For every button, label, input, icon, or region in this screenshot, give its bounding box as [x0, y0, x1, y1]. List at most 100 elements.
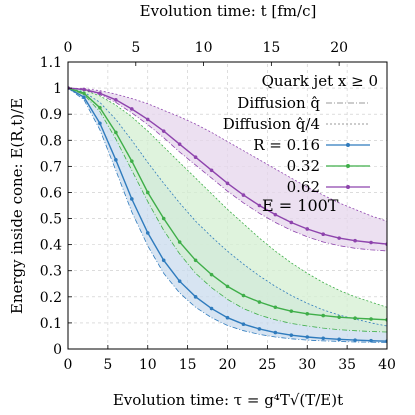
- series-point-r-0-10: [225, 315, 230, 320]
- legend-series-label-0: R = 0.16: [253, 136, 320, 154]
- y-tick-label-8: 0.8: [40, 133, 62, 149]
- y-tick-label-1: 0.1: [40, 316, 62, 332]
- diffusion-q-line-r-1: [68, 87, 387, 333]
- x-tick-label-5: 25: [258, 357, 276, 373]
- uncertainty-bands: [68, 88, 387, 343]
- series-point-r-2-8: [193, 155, 198, 160]
- series-point-r-1-2: [98, 105, 102, 110]
- x-axis-label: Evolution time: τ = g⁴T√(T/E)t: [113, 391, 343, 409]
- x-tick-label-4: 20: [219, 357, 237, 373]
- series-point-r-2-2: [98, 91, 102, 96]
- top-tick-label-2: 10: [195, 40, 213, 56]
- x-tick-label-3: 15: [179, 357, 197, 373]
- energy-annotation: E = 100T: [262, 196, 339, 215]
- y-tick-label-9: 0.9: [40, 107, 62, 123]
- series-curves: [68, 86, 387, 343]
- series-point-r-2-11: [241, 193, 246, 197]
- series-point-r-2-15: [305, 227, 310, 231]
- series-point-r-1-6: [161, 216, 166, 221]
- series-point-r-1-14: [289, 309, 294, 313]
- y-tick-label-11: 1.1: [40, 55, 62, 71]
- diffusion-q4-line-r-2: [68, 87, 387, 222]
- series-point-r-0-4: [130, 197, 134, 201]
- series-point-r-2-4: [130, 107, 134, 111]
- series-point-r-1-9: [209, 272, 214, 277]
- series-point-r-1-15: [305, 311, 310, 316]
- series-point-r-0-6: [161, 258, 166, 263]
- diffusion-q-line-r-0: [68, 87, 387, 343]
- y-tick-label-5: 0.5: [40, 212, 62, 228]
- series-point-r-0-14: [289, 333, 294, 337]
- x-tick-label-6: 30: [298, 357, 316, 373]
- x-tick-label-8: 40: [378, 357, 396, 373]
- series-point-r-2-13: [273, 212, 278, 217]
- y-tick-label-3: 0.3: [40, 264, 62, 280]
- y-tick-label-7: 0.7: [40, 159, 62, 175]
- y-tick-label-2: 0.2: [40, 290, 62, 306]
- legend-title: Quark jet x ≥ 0: [262, 72, 378, 90]
- series-point-r-1-13: [273, 305, 278, 310]
- series-point-r-1-3: [114, 130, 118, 135]
- y-axis-ticks: 0 0.1 0.2 0.3 0.4 0.5 0.6 0.7 0.8 0.9 1 1.1: [40, 55, 72, 358]
- legend-series-marker-0: [346, 143, 350, 147]
- series-point-r-1-8: [193, 258, 198, 263]
- series-point-r-1-12: [257, 300, 262, 304]
- legend-series-label-2: 0.62: [287, 178, 320, 196]
- top-axis-label: Evolution time: t [fm/c]: [140, 2, 317, 20]
- legend-series-marker-1: [346, 164, 350, 168]
- series-point-r-0-2: [98, 121, 102, 126]
- series-point-r-2-16: [321, 232, 326, 236]
- series-point-r-2-18: [353, 238, 357, 243]
- series-point-r-1-5: [145, 190, 150, 195]
- series-point-r-0-19: [369, 338, 373, 343]
- series-point-r-1-4: [130, 159, 134, 163]
- y-tick-label-4: 0.4: [40, 238, 62, 254]
- series-point-r-1-10: [225, 284, 230, 289]
- band-r-2: [68, 88, 387, 251]
- top-tick-label-3: 15: [262, 40, 280, 56]
- series-point-r-0-17: [337, 337, 341, 342]
- series-point-r-0-8: [193, 295, 198, 299]
- diffusion-q-line-r-2: [68, 87, 387, 252]
- series-point-r-2-9: [209, 168, 214, 173]
- x-axis-ticks: 0 5 10 15 20 25 30 35 40: [64, 345, 396, 373]
- x-tick-label-1: 5: [103, 357, 112, 373]
- series-point-r-0-11: [241, 322, 246, 327]
- series-point-r-0-15: [305, 335, 310, 339]
- series-point-r-0-18: [353, 338, 357, 342]
- top-axis-ticks: 0 5 10 15 20: [64, 40, 348, 66]
- series-point-r-1-19: [369, 317, 373, 321]
- series-point-r-2-1: [82, 87, 86, 92]
- y-tick-label-6: 0.6: [40, 185, 62, 201]
- top-tick-label-4: 20: [330, 40, 348, 56]
- legend: Quark jet x ≥ 0 Diffusion q̂ Diffusion q…: [223, 72, 378, 196]
- series-point-r-2-12: [257, 203, 262, 208]
- series-point-r-2-3: [114, 98, 118, 102]
- series-point-r-1-16: [321, 313, 326, 318]
- series-point-r-0-12: [257, 327, 262, 331]
- series-point-r-1-1: [82, 91, 86, 96]
- series-point-r-2-5: [145, 117, 150, 122]
- y-tick-label-10: 1: [53, 81, 62, 97]
- series-point-r-2-7: [177, 142, 182, 146]
- x-tick-label-2: 10: [139, 357, 157, 373]
- series-point-r-0-9: [209, 306, 214, 311]
- series-point-r-2-14: [289, 220, 294, 225]
- series-point-r-0-7: [177, 279, 182, 283]
- diffusion-q4-line-r-1: [68, 87, 387, 308]
- series-point-r-1-18: [353, 316, 357, 321]
- band-r-1: [68, 88, 387, 332]
- legend-diffusion-q4-label: Diffusion q̂/4: [223, 115, 320, 133]
- series-point-r-2-19: [369, 240, 373, 245]
- series-point-r-1-17: [337, 315, 341, 319]
- series-point-r-0-5: [145, 231, 150, 235]
- series-point-r-0-13: [273, 330, 278, 335]
- legend-series-label-1: 0.32: [287, 157, 320, 175]
- series-point-r-0-16: [321, 336, 326, 341]
- series-point-r-2-10: [225, 181, 230, 186]
- legend-series-marker-2: [346, 185, 350, 189]
- top-tick-label-0: 0: [64, 40, 73, 56]
- top-tick-label-1: 5: [131, 40, 140, 56]
- x-tick-label-7: 35: [338, 357, 356, 373]
- x-tick-label-0: 0: [64, 357, 73, 373]
